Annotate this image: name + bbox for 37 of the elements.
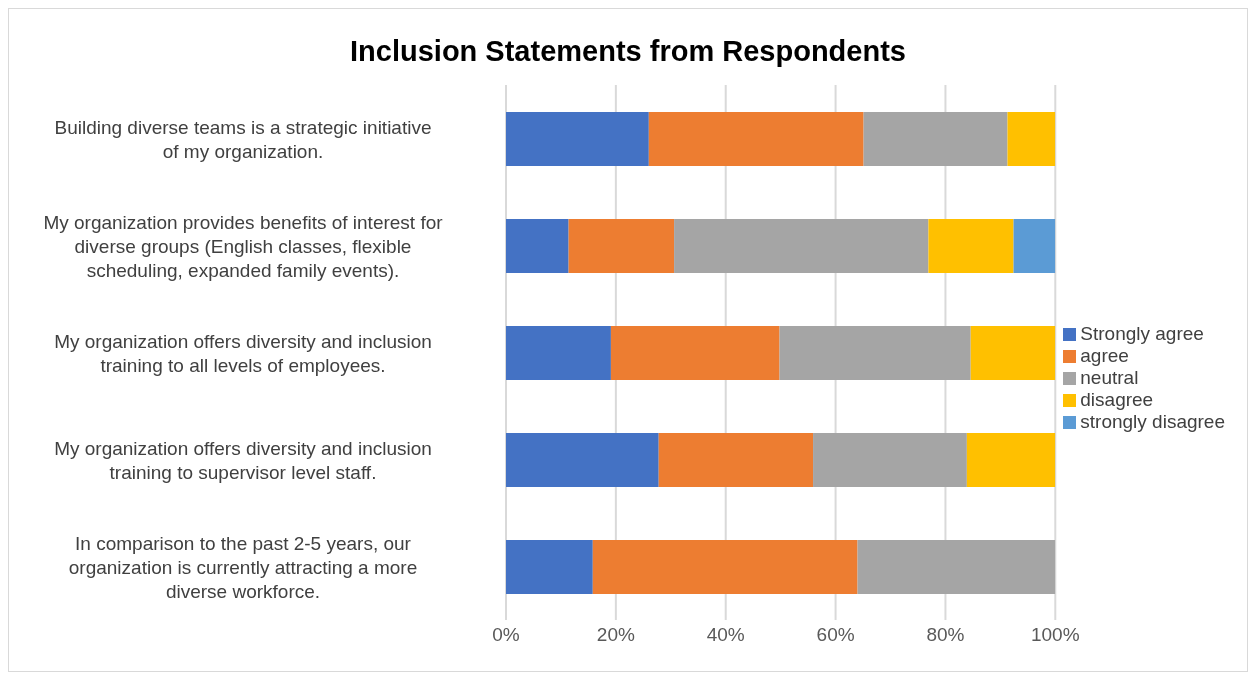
chart-title: Inclusion Statements from Respondents — [349, 34, 907, 69]
legend-label: neutral — [1080, 366, 1139, 388]
y-tick-label: My organization offers diversity and inclusion training to all levels of employees. — [54, 330, 432, 375]
bar — [568, 219, 675, 273]
legend-label: strongly disagree — [1080, 410, 1225, 432]
x-tick-label: 60% — [816, 624, 855, 646]
bar — [857, 540, 1056, 594]
bar — [1007, 112, 1056, 166]
x-tick-label: 40% — [706, 624, 745, 646]
x-tick-label: 20% — [596, 624, 635, 646]
x-tick-label: 100% — [1030, 624, 1080, 646]
bar — [674, 219, 929, 273]
legend-label: Strongly agree — [1080, 322, 1204, 344]
bar — [779, 326, 971, 380]
bar — [506, 219, 569, 273]
bar — [658, 433, 814, 487]
bar — [1013, 219, 1056, 273]
y-tick-label: In comparison to the past 2-5 years, our organization is currently attracting a more diverse workforce. — [68, 532, 418, 601]
bar — [813, 433, 967, 487]
bar — [648, 112, 864, 166]
bar — [966, 433, 1056, 487]
bar — [863, 112, 1008, 166]
bar — [506, 433, 659, 487]
bar — [506, 540, 593, 594]
bar — [506, 326, 611, 380]
bar — [928, 219, 1014, 273]
legend-label: disagree — [1080, 388, 1154, 410]
y-tick-label: My organization provides benefits of interest for diverse groups (English classes, flexible scheduling, expanded family events). — [43, 211, 444, 280]
bar — [506, 112, 649, 166]
legend-label: agree — [1080, 344, 1129, 366]
y-tick-label: Building diverse teams is a strategic initiative of my organization. — [54, 116, 432, 161]
y-tick-label: My organization offers diversity and inclusion training to supervisor level staff. — [54, 437, 432, 482]
bar — [610, 326, 780, 380]
bar — [592, 540, 858, 594]
x-tick-label: 0% — [492, 624, 520, 646]
bar — [970, 326, 1056, 380]
x-tick-label: 80% — [926, 624, 965, 646]
